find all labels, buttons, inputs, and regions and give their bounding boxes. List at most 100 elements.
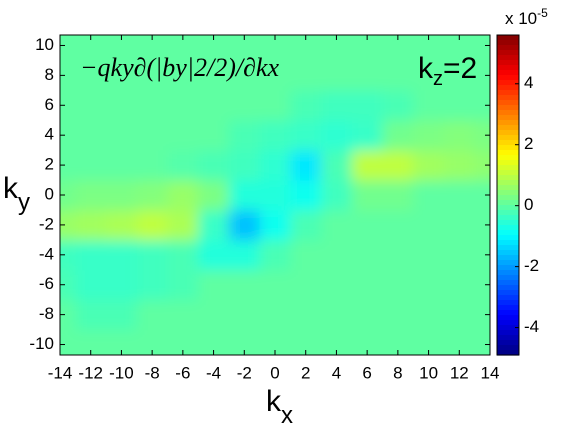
y-tick-label: 0 [45, 184, 54, 203]
colorbar-swatch [497, 310, 519, 316]
colorbar-swatch [497, 345, 519, 351]
cell [136, 299, 168, 331]
cell [136, 90, 168, 121]
x-tick-label: -4 [206, 363, 221, 382]
y-tick-label: 4 [45, 125, 54, 144]
colorbar-swatch [497, 350, 519, 356]
cell [136, 35, 168, 61]
cell [198, 60, 230, 91]
cell [321, 209, 353, 241]
colorbar-swatch [497, 135, 519, 141]
colorbar-swatch [497, 140, 519, 146]
colorbar-swatch [497, 155, 519, 161]
cell [474, 299, 490, 331]
colorbar-swatch [497, 250, 519, 256]
colorbar-swatch [497, 320, 519, 326]
colorbar-swatch [497, 220, 519, 226]
colorbar-swatch [497, 55, 519, 61]
cell [60, 329, 76, 355]
cell [351, 180, 383, 211]
cell [382, 180, 414, 211]
cell [60, 299, 76, 331]
colorbar-swatch [497, 210, 519, 216]
colorbar-tick-label: 4 [524, 73, 533, 92]
cell [351, 209, 383, 241]
cell [321, 60, 353, 91]
cell [167, 120, 199, 151]
colorbar-swatch [497, 245, 519, 251]
cell [259, 120, 291, 151]
cell [382, 269, 414, 301]
colorbar-swatch [497, 200, 519, 206]
cell [198, 120, 230, 151]
x-tick-label: -10 [109, 363, 134, 382]
colorbar-swatch [497, 70, 519, 76]
cell [290, 35, 322, 61]
cell [290, 209, 322, 241]
colorbar-swatch [497, 45, 519, 51]
colorbar-swatch [497, 185, 519, 191]
cell [413, 150, 445, 181]
colorbar-swatch [497, 215, 519, 221]
cell [351, 150, 383, 181]
colorbar-swatch [497, 295, 519, 301]
cell [167, 239, 199, 271]
colorbar-swatch [497, 305, 519, 311]
cell [413, 239, 445, 271]
x-tick-label: 12 [450, 363, 469, 382]
cell [443, 120, 476, 151]
cell [106, 269, 138, 301]
colorbar-swatch [497, 315, 519, 321]
cell [75, 90, 107, 121]
cell [351, 299, 383, 331]
cell [259, 150, 291, 181]
cell [413, 90, 445, 121]
colorbar-swatch [497, 100, 519, 106]
cell [443, 150, 476, 181]
cell [228, 209, 261, 241]
x-tick-label: -8 [145, 363, 160, 382]
cell [106, 90, 138, 121]
x-tick-label: 10 [419, 363, 438, 382]
y-tick-label: 8 [45, 65, 54, 84]
colorbar-swatch [497, 90, 519, 96]
x-tick-label: -2 [237, 363, 252, 382]
x-tick-label: 4 [332, 363, 341, 382]
cell [167, 35, 199, 61]
cell [443, 180, 476, 211]
cell [228, 120, 261, 151]
cell [198, 180, 230, 211]
x-tick-label: 0 [270, 363, 279, 382]
cell [106, 299, 138, 331]
cell [443, 90, 476, 121]
colorbar-swatch [497, 275, 519, 281]
colorbar-swatch [497, 160, 519, 166]
cell [413, 60, 445, 91]
cell [321, 90, 353, 121]
cell [60, 150, 76, 181]
cell [413, 269, 445, 301]
colorbar-tick-label: -2 [524, 256, 539, 275]
cell [75, 35, 107, 61]
colorbar-swatch [497, 240, 519, 246]
x-tick-label: -12 [78, 363, 103, 382]
cell [259, 209, 291, 241]
colorbar-swatch [497, 65, 519, 71]
y-tick-label: -4 [39, 244, 54, 263]
colorbar-swatch [497, 230, 519, 236]
colorbar-tick-label: 2 [524, 134, 533, 153]
colorbar-swatch [497, 285, 519, 291]
cell [259, 60, 291, 91]
colorbar-swatch [497, 110, 519, 116]
cell [136, 120, 168, 151]
cell [443, 209, 476, 241]
cell [136, 150, 168, 181]
annotation: kz=2 [418, 52, 477, 90]
cell [75, 209, 107, 241]
cell [60, 209, 76, 241]
x-tick-label: 6 [362, 363, 371, 382]
cell [351, 120, 383, 151]
colorbar-swatch [497, 205, 519, 211]
colorbar-frame [496, 34, 520, 356]
cell [136, 269, 168, 301]
